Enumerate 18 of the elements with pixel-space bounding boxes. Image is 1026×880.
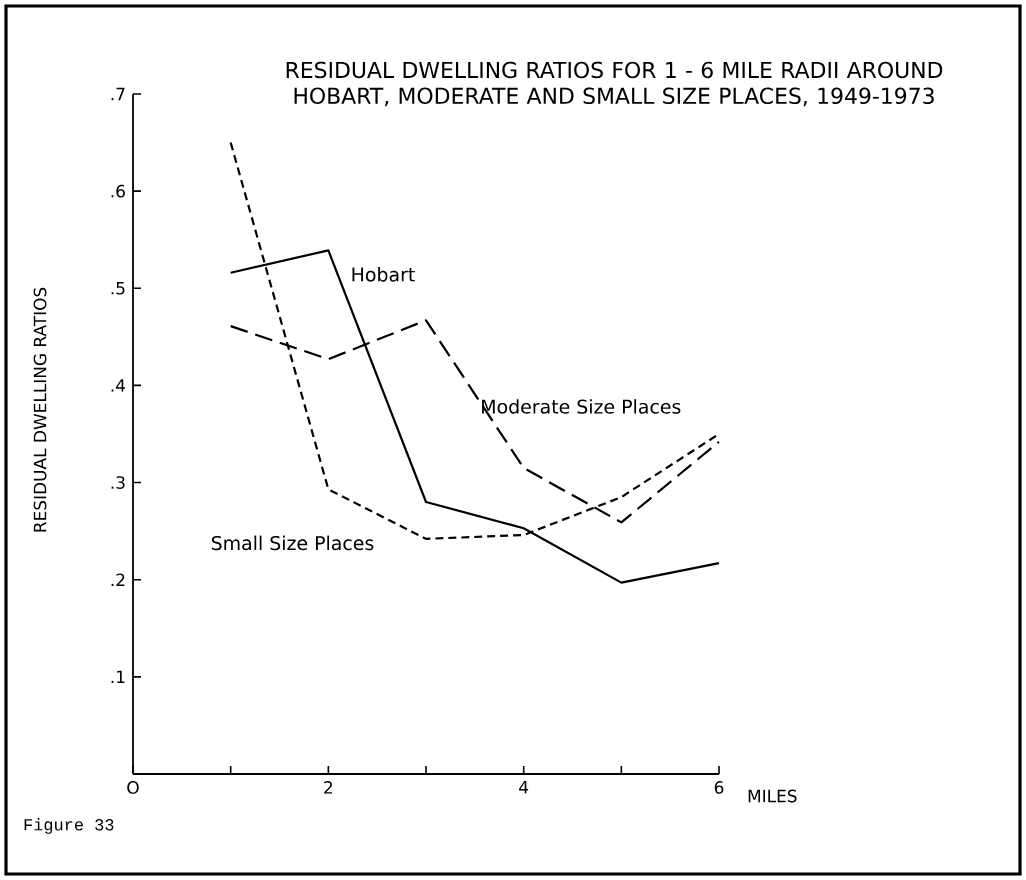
x-tick-label: O [127, 781, 139, 794]
y-tick-label: .3 [111, 476, 125, 489]
caption: Figure 33 [24, 818, 114, 834]
x-axis-title: MILES [748, 789, 797, 803]
y-tick-label: .5 [111, 281, 125, 295]
x-tick-label: 2 [324, 781, 333, 794]
x-tick-label: 4 [519, 781, 529, 794]
x-tick-label: 6 [714, 781, 724, 794]
y-tick-label: .6 [111, 184, 125, 198]
y-tick-label: .1 [111, 670, 125, 684]
series-label: Small Size Places [211, 535, 374, 551]
y-tick-label: .2 [111, 573, 125, 586]
y-tick-label: .7 [111, 87, 125, 101]
chart-title: RESIDUAL DWELLING RATIOS FOR 1 - 6 MILE RADII AROUND HOBART, MODERATE AND SMALL SIZE PLACES, 1949-1973 [286, 61, 943, 107]
y-tick-label: .4 [111, 379, 126, 392]
series-label: Moderate Size Places [482, 399, 681, 414]
series-label: Hobart [352, 266, 415, 282]
y-axis-title: RESIDUAL DWELLING RATIOS [33, 287, 47, 532]
